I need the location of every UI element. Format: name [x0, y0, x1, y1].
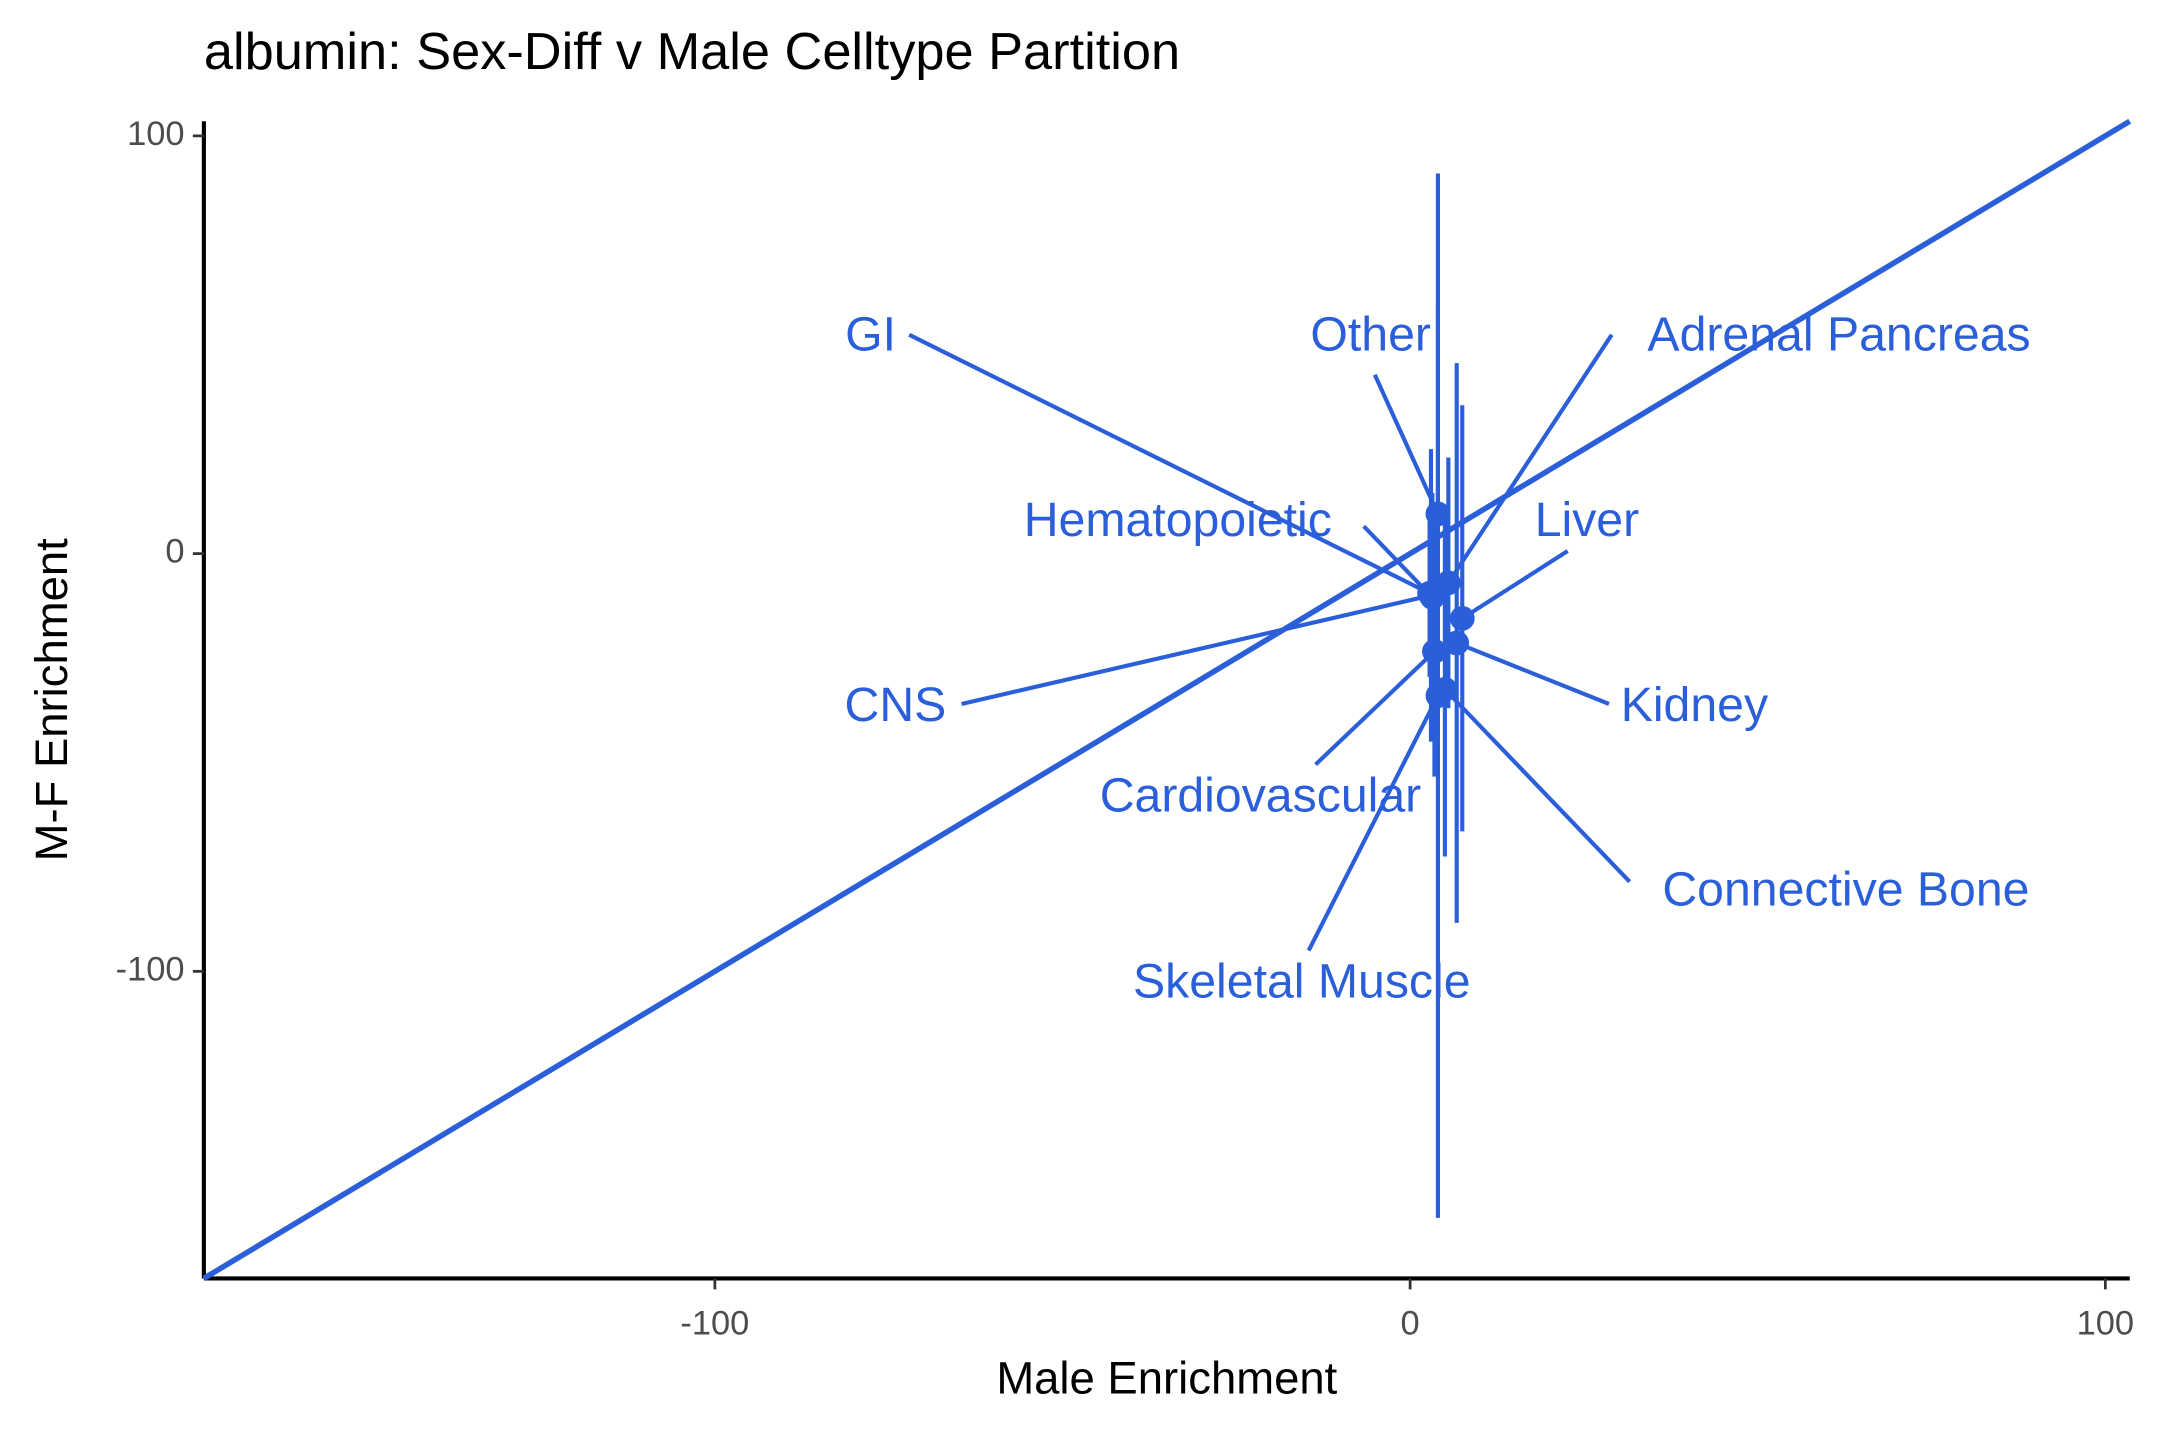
- point-label: Connective Bone: [1662, 862, 2029, 916]
- label-connector: [1314, 649, 1436, 767]
- label-connector: [1443, 687, 1632, 884]
- y-tick-label: 0: [165, 533, 184, 571]
- point-label: Kidney: [1621, 678, 1768, 732]
- y-tick-label: -100: [116, 950, 185, 988]
- point-label: Adrenal Pancreas: [1647, 307, 2030, 361]
- y-tick-label: 100: [127, 115, 184, 153]
- point-label: Other: [1310, 307, 1431, 361]
- point: [1425, 683, 1451, 709]
- label-connector: [1362, 524, 1434, 599]
- point-label: Liver: [1535, 493, 1639, 547]
- label-connector: [1372, 373, 1440, 515]
- identity-line: [202, 118, 2132, 1281]
- point-label: Skeletal Muscle: [1133, 955, 1471, 1009]
- x-tick-label: 100: [2077, 1304, 2134, 1342]
- point-label: GI: [845, 307, 896, 361]
- x-tick-label: 0: [1401, 1304, 1420, 1342]
- y-axis-label: M-F Enrichment: [26, 538, 77, 862]
- point: [1425, 501, 1451, 527]
- point: [1449, 605, 1475, 631]
- label-connector: [1306, 694, 1440, 952]
- point: [1444, 630, 1470, 656]
- point-label: Hematopoietic: [1024, 493, 1332, 547]
- label-connector: [1455, 641, 1610, 706]
- label-connector: [1446, 333, 1614, 584]
- point: [1418, 582, 1444, 608]
- chart-title: albumin: Sex-Diff v Male Celltype Partit…: [204, 23, 1180, 81]
- label-connector: [908, 332, 1431, 596]
- point-label: Cardiovascular: [1100, 769, 1422, 823]
- label-connector: [1461, 549, 1569, 621]
- x-tick-label: -100: [680, 1304, 749, 1342]
- point: [1422, 638, 1447, 664]
- point-label: CNS: [845, 678, 947, 732]
- x-axis-label: Male Enrichment: [996, 1353, 1337, 1404]
- label-connector: [961, 593, 1432, 706]
- point: [1435, 570, 1461, 596]
